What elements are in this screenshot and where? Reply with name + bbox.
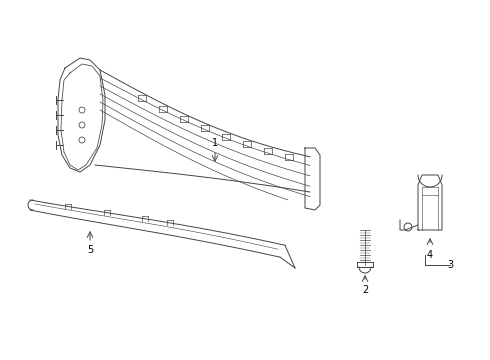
Text: 5: 5 [87, 245, 93, 255]
Text: 4: 4 [427, 250, 433, 260]
Text: 1: 1 [212, 138, 218, 148]
Text: 3: 3 [447, 260, 453, 270]
Text: 2: 2 [362, 285, 368, 295]
